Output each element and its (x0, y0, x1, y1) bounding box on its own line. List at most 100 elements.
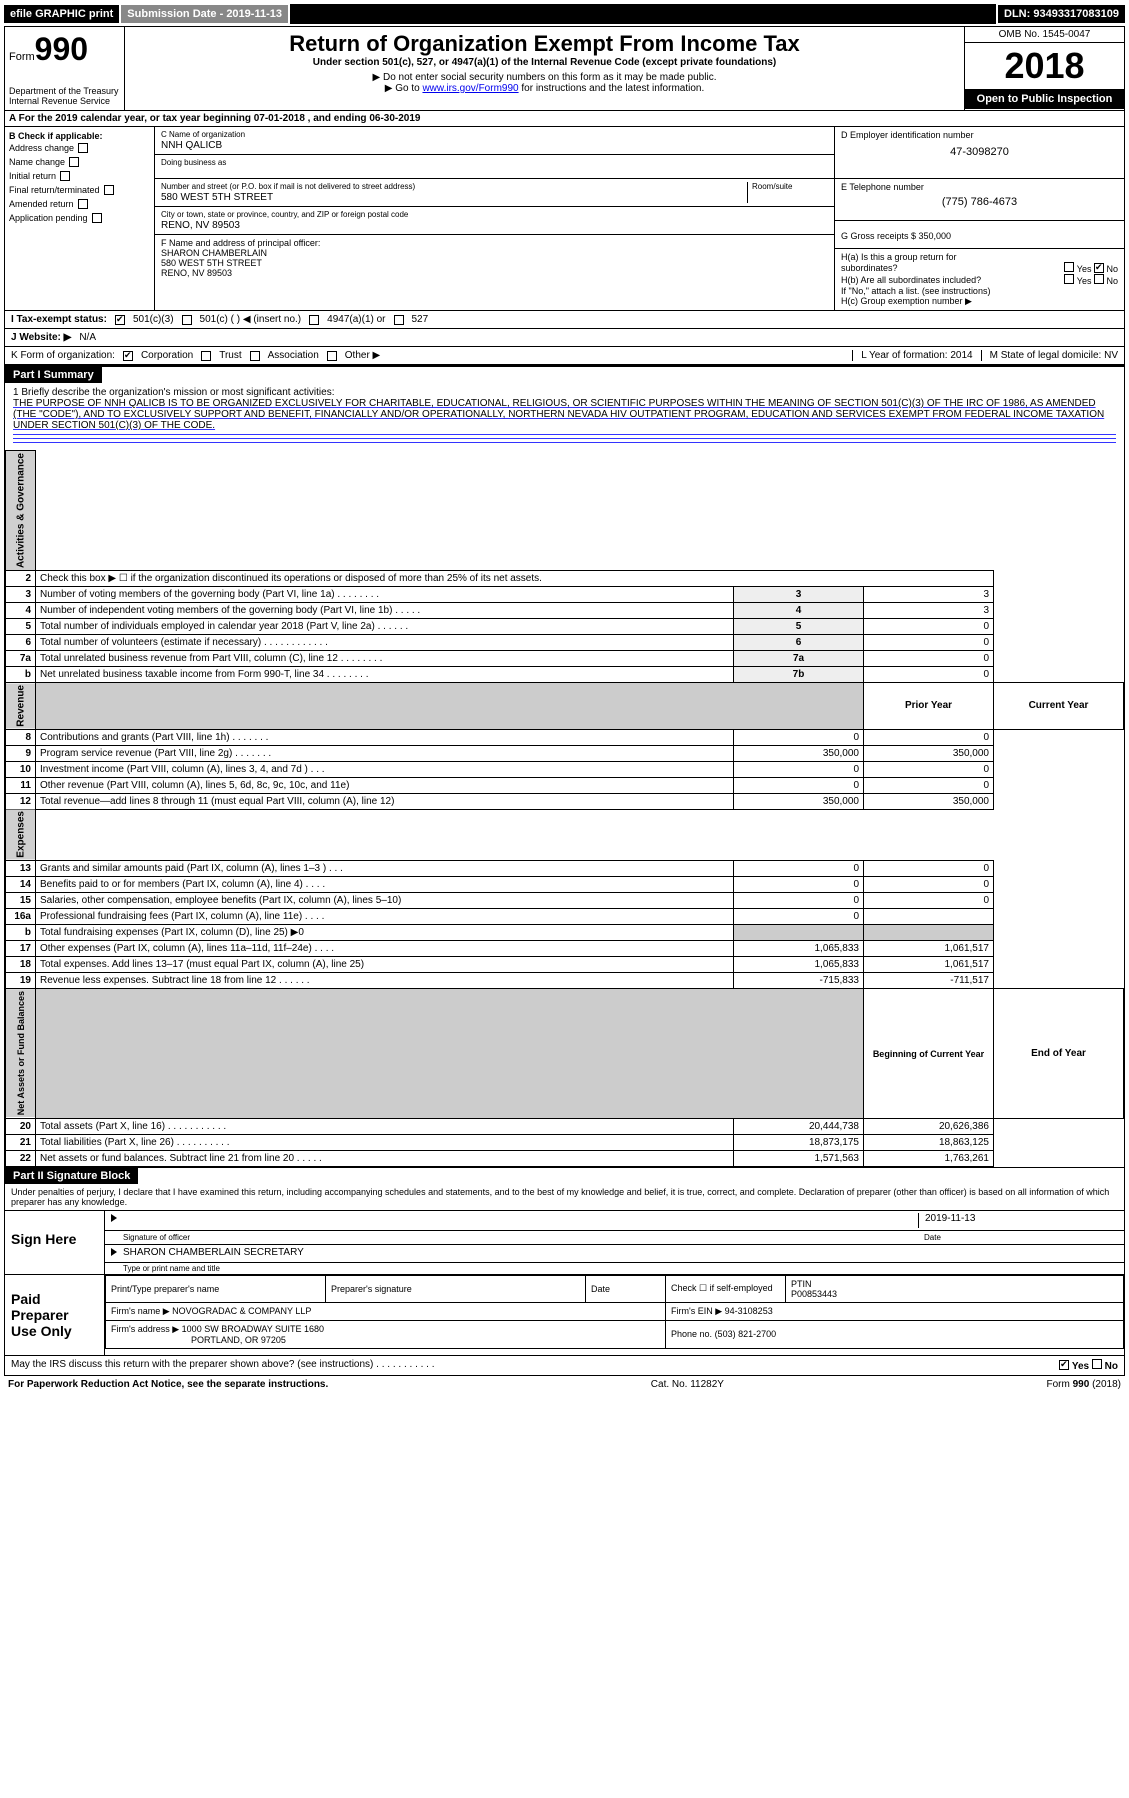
discuss-no-cb[interactable] (1092, 1359, 1102, 1369)
form-990: 990 (35, 31, 88, 67)
discuss-yes-cb[interactable] (1059, 1360, 1069, 1370)
line-num: 10 (6, 761, 36, 777)
i-label: I Tax-exempt status: (11, 314, 107, 325)
phone: (775) 786-4673 (841, 196, 1118, 208)
other-cb[interactable] (327, 351, 337, 361)
paperwork-notice: For Paperwork Reduction Act Notice, see … (8, 1379, 328, 1390)
b-checkbox[interactable] (69, 157, 79, 167)
mission-text: THE PURPOSE OF NNH QALICB IS TO BE ORGAN… (13, 398, 1116, 431)
m-state: M State of legal domicile: NV (981, 350, 1118, 361)
tax-status-row: I Tax-exempt status: 501(c)(3) 501(c) ( … (4, 311, 1125, 329)
k-row: K Form of organization: Corporation Trus… (4, 347, 1125, 365)
assoc-cb[interactable] (250, 351, 260, 361)
form-title: Return of Organization Exempt From Incom… (129, 31, 960, 57)
c-name-label: C Name of organization (161, 130, 828, 139)
line-num: 20 (6, 1118, 36, 1134)
ha-yes-cb[interactable] (1064, 262, 1074, 272)
ha-sub: subordinates? (841, 263, 898, 273)
b-checkbox[interactable] (104, 185, 114, 195)
irs-discuss-row: May the IRS discuss this return with the… (5, 1355, 1124, 1375)
line-desc: Total revenue—add lines 8 through 11 (mu… (36, 793, 734, 809)
b-check-item: Application pending (9, 211, 150, 225)
officer-printed: SHARON CHAMBERLAIN SECRETARY (123, 1247, 304, 1260)
b-check-item: Initial return (9, 169, 150, 183)
efile-label: efile GRAPHIC print (4, 5, 119, 23)
prior-val: 350,000 (734, 745, 864, 761)
check-if: Check ☐ if self-employed (666, 1275, 786, 1302)
blank-line1 (13, 434, 1116, 435)
paid-prep: Paid Preparer Use Only (5, 1275, 105, 1355)
b-check-label: Address change (9, 143, 74, 153)
curr-val: 0 (864, 877, 994, 893)
prior-val: 0 (734, 893, 864, 909)
firm-addr: 1000 SW BROADWAY SUITE 1680 (182, 1324, 324, 1334)
4947-cb[interactable] (309, 315, 319, 325)
blank-line2 (13, 438, 1116, 439)
footer: For Paperwork Reduction Act Notice, see … (4, 1376, 1125, 1393)
firm-addr-label: Firm's address ▶ (111, 1324, 179, 1334)
form-number: Form990 (9, 31, 120, 68)
discuss-yes: Yes (1072, 1361, 1089, 1372)
line-num: 9 (6, 745, 36, 761)
d-label: D Employer identification number (841, 130, 1118, 140)
hb-yes-cb[interactable] (1064, 274, 1074, 284)
form-subtitle: Under section 501(c), 527, or 4947(a)(1)… (129, 57, 960, 68)
hb-no-cb[interactable] (1094, 274, 1104, 284)
trust-cb[interactable] (201, 351, 211, 361)
sig-officer-label: Signature of officer (123, 1233, 918, 1242)
note-ssn: ▶ Do not enter social security numbers o… (129, 72, 960, 83)
501c3-cb[interactable] (115, 315, 125, 325)
no-label: No (1106, 264, 1118, 274)
gov-label: Activities & Governance (6, 451, 36, 571)
curr-val: -711,517 (864, 973, 994, 989)
b-checkbox[interactable] (92, 213, 102, 223)
top-bar: efile GRAPHIC print Submission Date - 20… (4, 4, 1125, 24)
city-label: City or town, state or province, country… (161, 210, 828, 219)
b-check-label: Initial return (9, 171, 56, 181)
ptin-val: P00853443 (791, 1289, 837, 1299)
part2-header: Part II Signature Block (5, 1168, 138, 1184)
line-desc: Number of voting members of the governin… (36, 587, 734, 603)
goto-link[interactable]: www.irs.gov/Form990 (422, 83, 518, 94)
curr-val: 0 (864, 777, 994, 793)
b-checkbox[interactable] (78, 143, 88, 153)
date-label: Date (918, 1233, 1118, 1242)
note-goto: ▶ Go to www.irs.gov/Form990 for instruct… (129, 83, 960, 94)
line-desc: Grants and similar amounts paid (Part IX… (36, 861, 734, 877)
line-num: 16a (6, 909, 36, 925)
b-checkbox[interactable] (78, 199, 88, 209)
b-check-item: Address change (9, 141, 150, 155)
curr-val: 1,061,517 (864, 941, 994, 957)
top-spacer (290, 4, 996, 24)
cat-no: Cat. No. 11282Y (651, 1379, 724, 1390)
firm-name-label: Firm's name ▶ (111, 1306, 170, 1316)
k-label: K Form of organization: (11, 350, 115, 361)
line-desc: Total unrelated business revenue from Pa… (36, 651, 734, 667)
omb-number: OMB No. 1545-0047 (965, 27, 1124, 43)
4947-label: 4947(a)(1) or (327, 314, 385, 325)
prior-year-hdr: Prior Year (864, 683, 994, 730)
corp-cb[interactable] (123, 351, 133, 361)
line-num: 12 (6, 793, 36, 809)
hc-label: H(c) Group exemption number ▶ (841, 296, 1118, 307)
b-checkbox[interactable] (60, 171, 70, 181)
prep-date-label: Date (586, 1275, 666, 1302)
line-desc: Net assets or fund balances. Subtract li… (36, 1150, 734, 1166)
prep-name-label: Print/Type preparer's name (106, 1275, 326, 1302)
line-num: 6 (6, 635, 36, 651)
curr-val: 18,863,125 (864, 1134, 994, 1150)
dba-label: Doing business as (161, 158, 828, 167)
hb-note: If "No," attach a list. (see instruction… (841, 286, 1118, 296)
nab-label: Net Assets or Fund Balances (6, 989, 36, 1118)
b-check-label: Application pending (9, 213, 88, 223)
501c-cb[interactable] (182, 315, 192, 325)
line-num: 22 (6, 1150, 36, 1166)
527-cb[interactable] (394, 315, 404, 325)
line-num: 13 (6, 861, 36, 877)
line-desc: Total assets (Part X, line 16) . . . . .… (36, 1118, 734, 1134)
assoc-label: Association (268, 350, 319, 361)
rev-label: Revenue (6, 683, 36, 730)
l-year: L Year of formation: 2014 (852, 350, 972, 361)
ha-no-cb[interactable] (1094, 263, 1104, 273)
yes-label: Yes (1077, 264, 1092, 274)
